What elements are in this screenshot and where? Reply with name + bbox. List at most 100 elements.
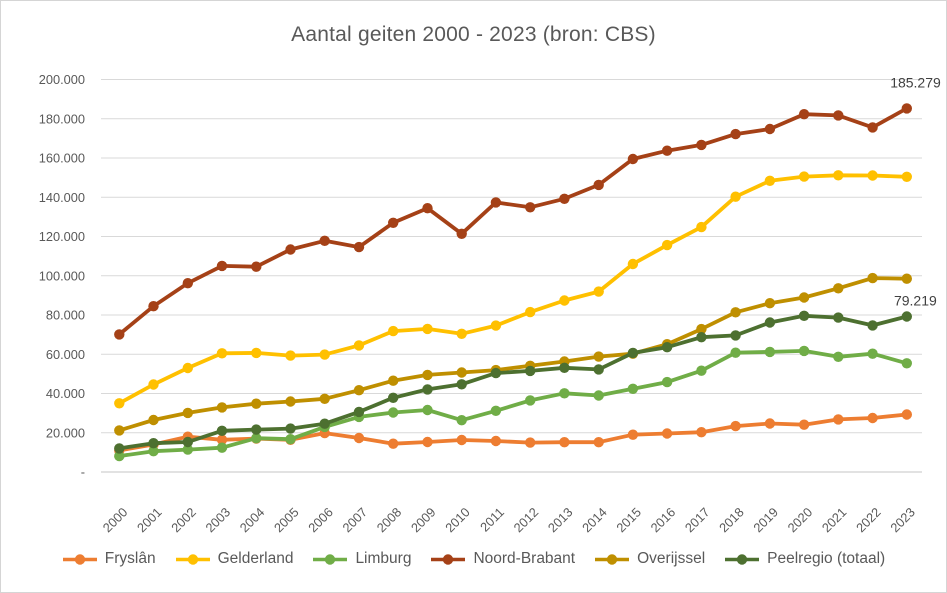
data-point-noord-brabant-2022 bbox=[867, 122, 878, 133]
legend-line-marker-icon bbox=[431, 553, 466, 565]
data-point-gelderland-2013 bbox=[559, 295, 570, 306]
data-point-overijssel-2017 bbox=[696, 323, 707, 335]
legend-dot-icon bbox=[74, 553, 85, 565]
data-point-overijssel-2007 bbox=[353, 385, 365, 396]
data-point-frysl-n-2017 bbox=[696, 427, 707, 438]
data-point-overijssel-2008 bbox=[388, 375, 399, 386]
data-label-noord-brabant-2023: 185.279 bbox=[890, 74, 941, 90]
legend-item-frysl-n: Fryslân bbox=[62, 550, 156, 568]
x-axis-tick-label: 2007 bbox=[339, 505, 370, 536]
data-point-frysl-n-2012 bbox=[525, 437, 536, 448]
data-point-peelregio-totaal-2003 bbox=[216, 425, 228, 436]
data-point-noord-brabant-2012 bbox=[525, 202, 536, 213]
data-point-peelregio-totaal-2000 bbox=[114, 443, 125, 454]
data-point-peelregio-totaal-2022 bbox=[867, 320, 878, 331]
data-point-gelderland-2007 bbox=[353, 340, 365, 351]
data-point-gelderland-2012 bbox=[525, 306, 536, 318]
data-point-gelderland-2015 bbox=[627, 258, 639, 270]
data-point-overijssel-2006 bbox=[319, 393, 330, 404]
x-axis-tick-label: 2014 bbox=[579, 505, 610, 536]
data-point-noord-brabant-2015 bbox=[627, 153, 639, 165]
data-point-peelregio-totaal-2018 bbox=[730, 330, 741, 341]
data-point-peelregio-totaal-2012 bbox=[525, 365, 536, 377]
legend-label-frysl-n: Fryslân bbox=[104, 550, 156, 567]
data-point-gelderland-2006 bbox=[319, 349, 330, 360]
legend-dot-icon bbox=[325, 553, 336, 565]
y-axis-tick-label: 80.000 bbox=[46, 308, 85, 323]
series-line-overijssel bbox=[117, 276, 909, 433]
legend-item-gelderland: Gelderland bbox=[175, 550, 293, 568]
x-axis-tick-label: 2009 bbox=[408, 505, 439, 536]
data-point-noord-brabant-2009 bbox=[422, 203, 433, 214]
data-point-limburg-2015 bbox=[627, 383, 639, 394]
data-point-overijssel-2001 bbox=[148, 414, 159, 426]
data-point-frysl-n-2018 bbox=[730, 420, 741, 432]
x-axis-tick-label: 2002 bbox=[168, 505, 199, 536]
data-point-limburg-2012 bbox=[525, 395, 536, 406]
y-axis-tick-label: 180.000 bbox=[39, 111, 85, 126]
data-point-frysl-n-2009 bbox=[422, 436, 433, 448]
data-point-peelregio-totaal-2004 bbox=[251, 424, 262, 435]
data-point-gelderland-2004 bbox=[251, 347, 262, 359]
data-point-overijssel-2018 bbox=[730, 307, 741, 318]
y-axis-tick-label: 160.000 bbox=[39, 151, 85, 166]
data-point-peelregio-totaal-2021 bbox=[833, 312, 844, 323]
data-point-overijssel-2021 bbox=[833, 283, 844, 294]
data-point-frysl-n-2013 bbox=[559, 437, 570, 448]
data-point-overijssel-2019 bbox=[764, 298, 776, 309]
data-point-overijssel-2004 bbox=[251, 398, 262, 409]
x-axis-tick-label: 2011 bbox=[477, 505, 507, 535]
data-point-noord-brabant-2006 bbox=[319, 235, 330, 246]
data-point-peelregio-totaal-2008 bbox=[388, 392, 399, 403]
data-point-gelderland-2021 bbox=[833, 170, 844, 181]
data-point-peelregio-totaal-2002 bbox=[182, 436, 193, 448]
data-point-frysl-n-2016 bbox=[661, 428, 673, 439]
data-point-limburg-2013 bbox=[559, 388, 570, 399]
x-axis-tick-label: 2001 bbox=[134, 505, 165, 536]
y-axis-tick-label: - bbox=[81, 465, 85, 480]
legend-label-noord-brabant: Noord-Brabant bbox=[473, 550, 576, 567]
data-point-limburg-2018 bbox=[730, 347, 741, 358]
y-axis-tick-label: 200.000 bbox=[39, 72, 85, 87]
data-point-peelregio-totaal-2020 bbox=[798, 310, 810, 321]
x-axis-tick-label: 2016 bbox=[648, 505, 679, 536]
legend-line-marker-icon bbox=[175, 553, 210, 565]
data-point-peelregio-totaal-2007 bbox=[353, 406, 365, 418]
x-axis-tick-label: 2010 bbox=[442, 505, 473, 536]
data-point-frysl-n-2011 bbox=[490, 435, 502, 447]
y-axis-tick-label: 100.000 bbox=[39, 268, 85, 283]
data-point-gelderland-2008 bbox=[388, 325, 399, 337]
y-axis-tick-label: 140.000 bbox=[39, 190, 85, 205]
data-point-noord-brabant-2013 bbox=[559, 193, 570, 204]
data-point-limburg-2020 bbox=[798, 345, 810, 357]
series-line-peelregio-totaal bbox=[117, 313, 909, 451]
data-point-gelderland-2019 bbox=[764, 175, 776, 186]
data-point-noord-brabant-2001 bbox=[148, 301, 159, 312]
data-point-gelderland-2016 bbox=[661, 239, 673, 251]
data-point-limburg-2008 bbox=[388, 407, 399, 418]
data-point-overijssel-2005 bbox=[285, 396, 296, 407]
data-point-limburg-2023 bbox=[901, 358, 912, 369]
data-point-limburg-2019 bbox=[764, 346, 776, 358]
legend-line-marker-icon bbox=[313, 553, 348, 565]
data-point-peelregio-totaal-2010 bbox=[456, 379, 467, 390]
y-axis-tick-label: 120.000 bbox=[39, 229, 85, 244]
x-axis-tick-label: 2004 bbox=[237, 505, 268, 536]
data-point-gelderland-2017 bbox=[696, 221, 707, 233]
legend-line-marker-icon bbox=[62, 553, 97, 565]
data-point-gelderland-2011 bbox=[490, 320, 502, 331]
data-point-peelregio-totaal-2015 bbox=[627, 347, 639, 359]
legend-label-overijssel: Overijssel bbox=[637, 550, 706, 567]
data-point-noord-brabant-2019 bbox=[764, 123, 776, 135]
x-axis-tick-label: 2000 bbox=[100, 505, 131, 536]
data-point-noord-brabant-2004 bbox=[251, 261, 262, 272]
x-axis-tick-label: 2017 bbox=[682, 505, 713, 536]
data-point-noord-brabant-2020 bbox=[798, 109, 810, 120]
x-axis-tick-label: 2013 bbox=[545, 505, 576, 536]
x-axis-tick-label: 2012 bbox=[511, 505, 542, 536]
x-axis-tick-label: 2022 bbox=[853, 505, 884, 536]
x-axis-tick-label: 2018 bbox=[716, 505, 747, 536]
legend-line-marker-icon bbox=[595, 553, 630, 565]
data-point-limburg-2002 bbox=[182, 444, 193, 455]
